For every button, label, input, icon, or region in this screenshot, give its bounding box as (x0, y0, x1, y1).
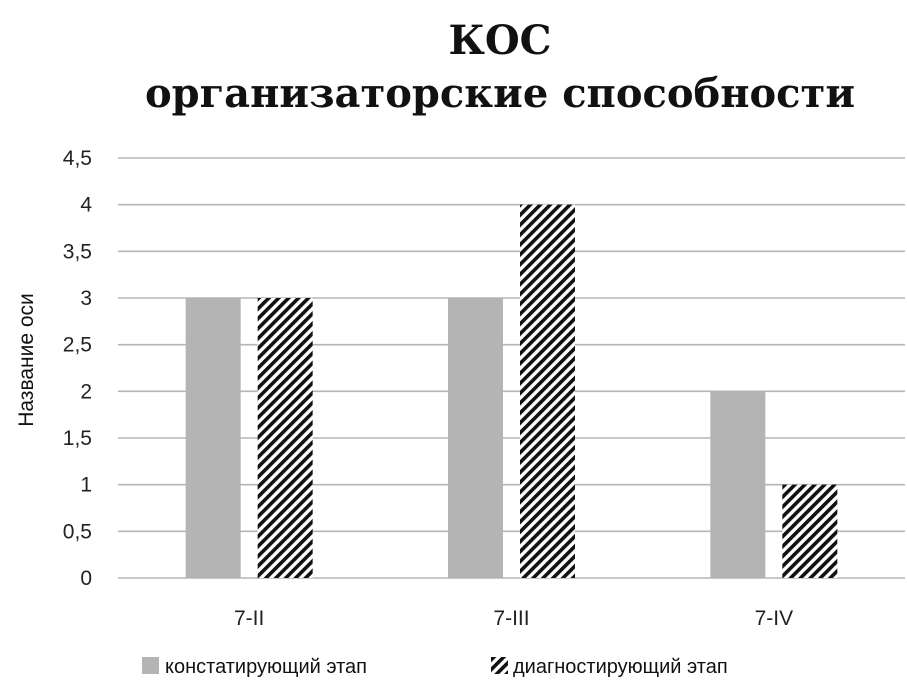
y-tick-label: 3 (80, 287, 92, 310)
chart-subtitle: организаторские способности (145, 70, 855, 117)
y-tick-label: 3,5 (63, 240, 92, 263)
y-tick-label: 4,5 (63, 147, 92, 170)
bar-series-1 (710, 391, 766, 578)
legend: констатирующий этап диагностирующий этап (142, 656, 728, 678)
legend-swatch-hatched (491, 657, 508, 674)
y-tick-labels: 0 0,5 1 1,5 2 2,5 3 3,5 4 4,5 (63, 147, 93, 590)
bars (185, 204, 838, 578)
bar-series-1 (448, 298, 503, 578)
y-tick-label: 0 (80, 567, 92, 590)
y-tick-label: 2,5 (63, 334, 92, 357)
y-tick-label: 1,5 (63, 427, 92, 450)
y-axis-label: Название оси (15, 293, 38, 427)
x-tick-label: 7-II (234, 607, 264, 630)
y-tick-label: 1 (80, 474, 92, 497)
bar-series-1 (185, 298, 241, 578)
legend-label-series-2: диагностирующий этап (513, 656, 728, 678)
legend-swatch-solid (142, 657, 159, 674)
chart-title: КОС (448, 17, 551, 64)
legend-label-series-1: констатирующий этап (165, 656, 367, 678)
y-tick-label: 2 (80, 380, 92, 403)
y-tick-label: 0,5 (63, 520, 92, 543)
bar-series-2 (257, 298, 313, 578)
x-tick-labels: 7-II 7-III 7-IV (234, 607, 793, 630)
y-tick-label: 4 (80, 194, 92, 217)
bar-series-2 (782, 484, 838, 578)
bar-series-2 (520, 204, 575, 578)
x-tick-label: 7-IV (755, 607, 794, 630)
gridlines (118, 157, 905, 579)
x-tick-label: 7-III (493, 607, 529, 630)
